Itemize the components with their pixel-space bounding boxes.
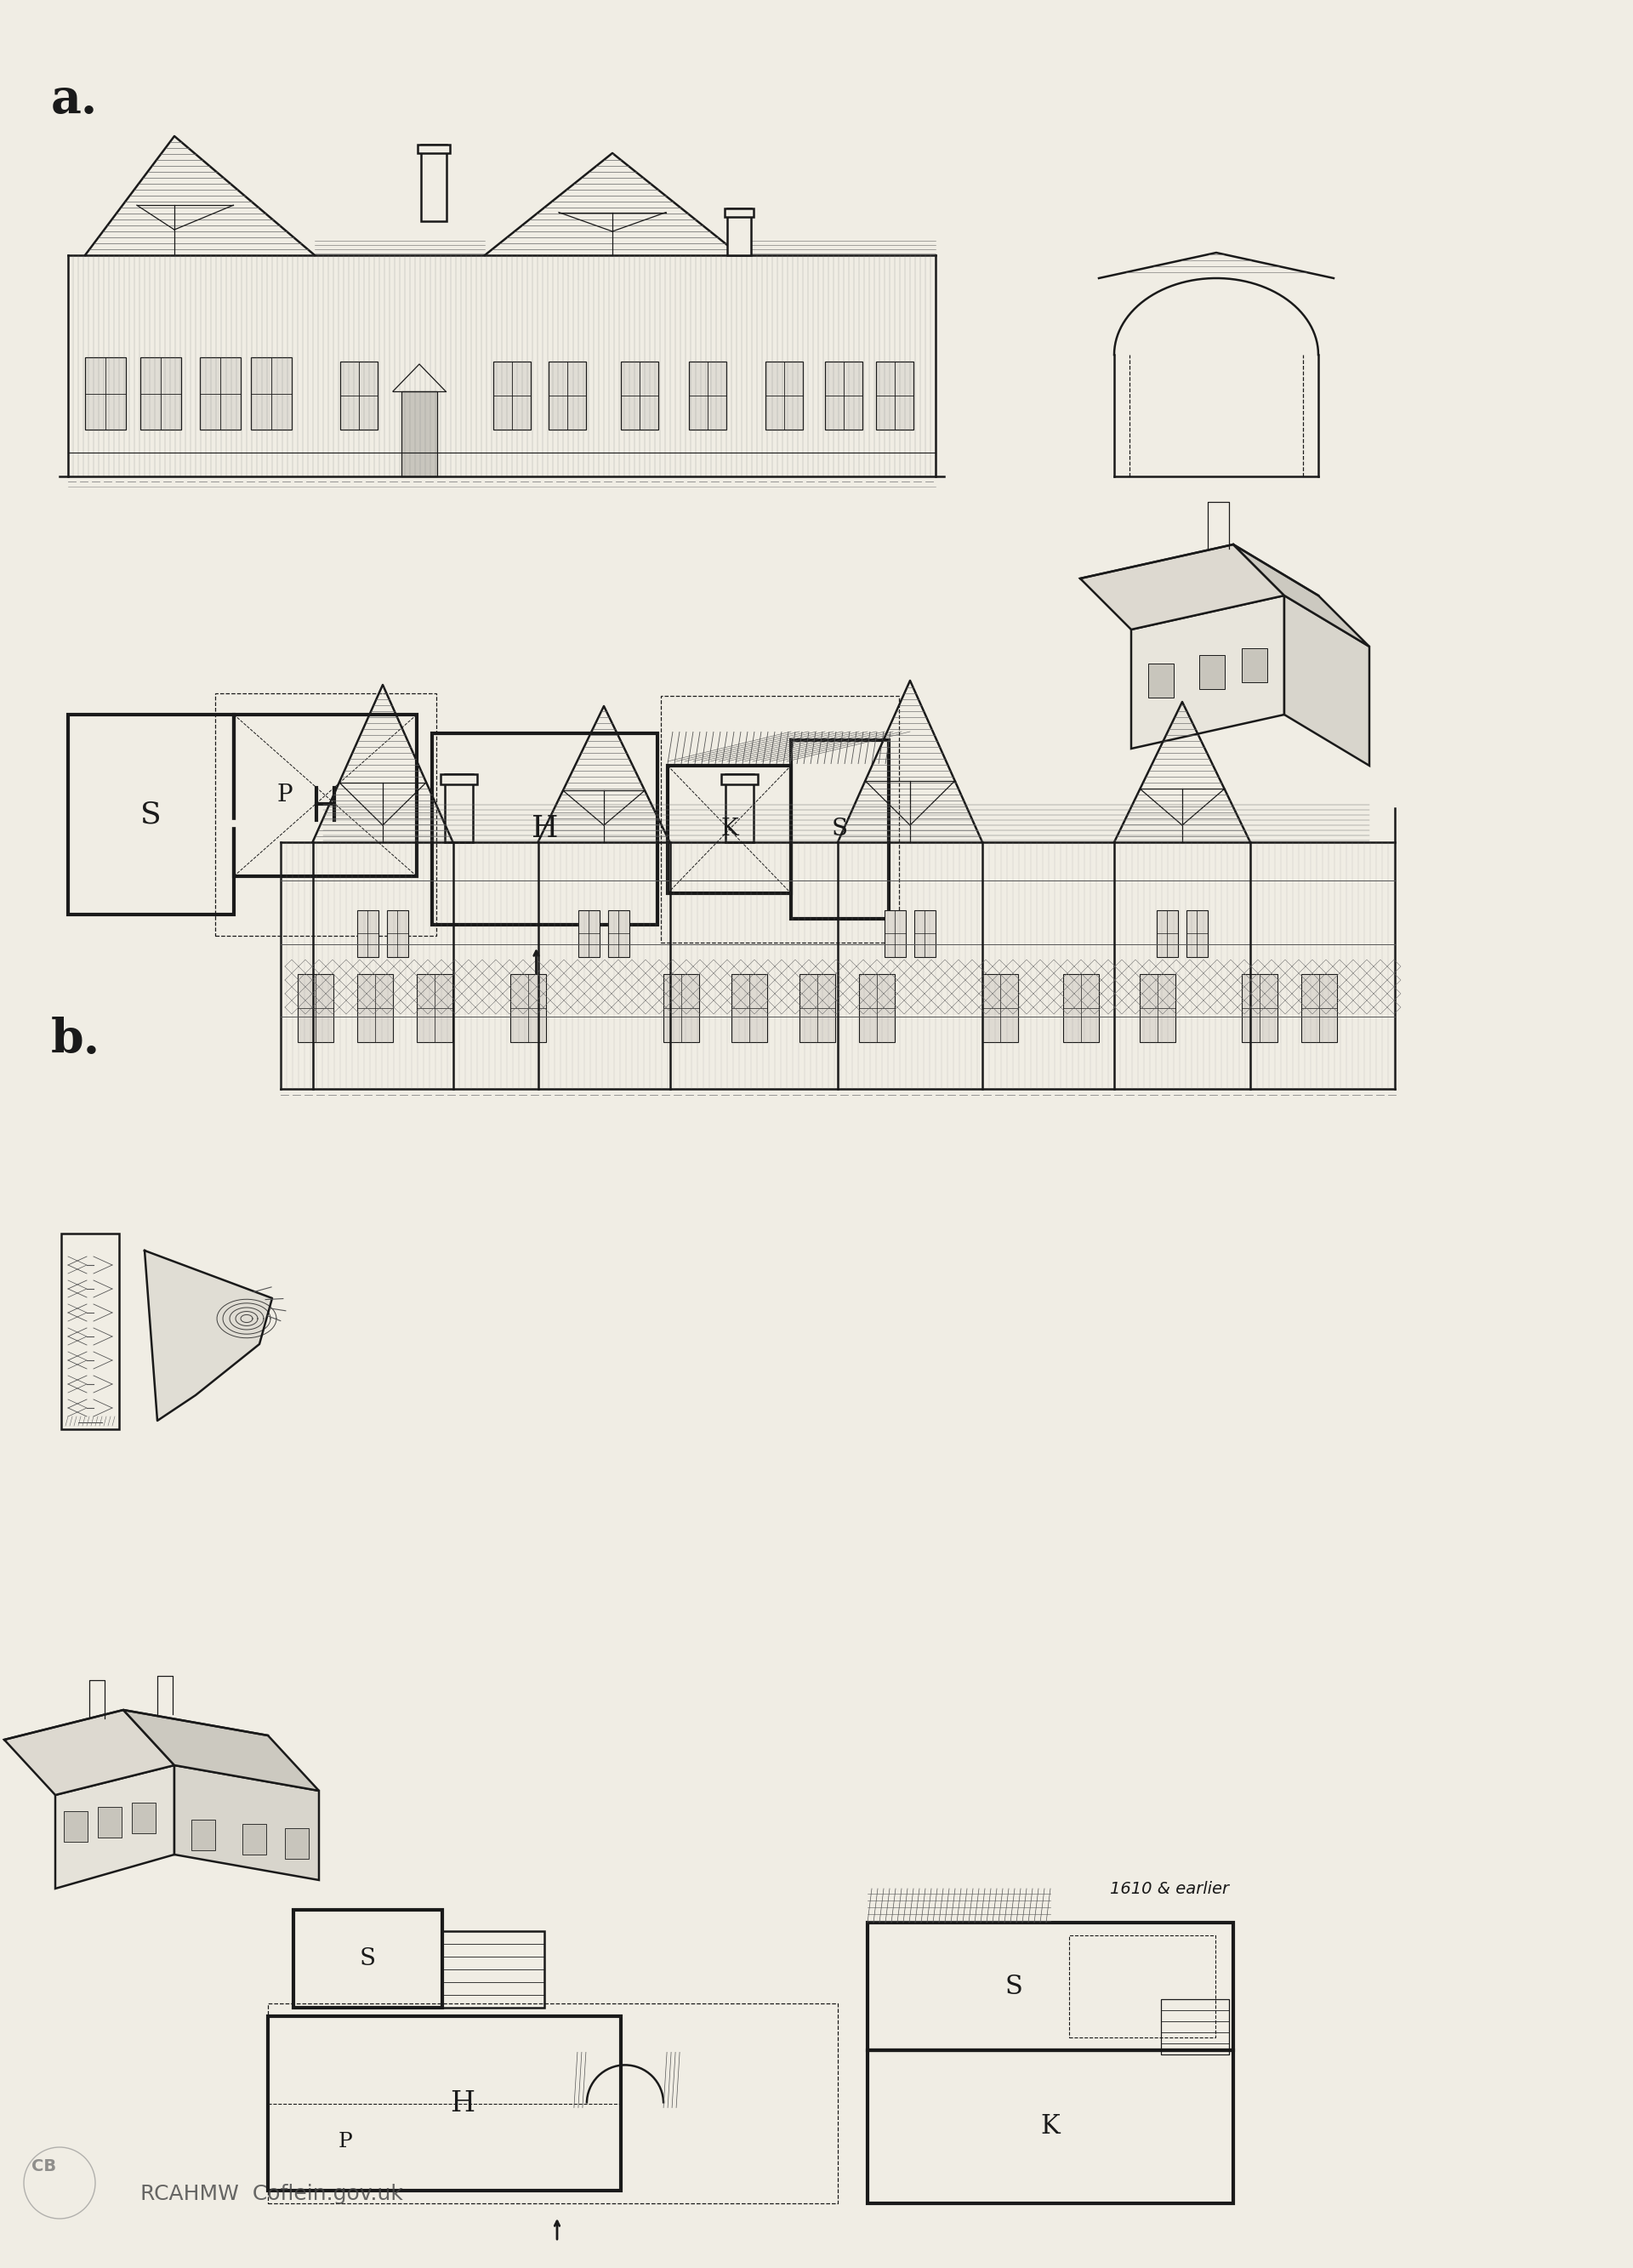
- Bar: [790, 739, 888, 919]
- Bar: [62, 1234, 119, 1429]
- Bar: [268, 2003, 838, 2202]
- Bar: [444, 773, 474, 841]
- Bar: [875, 361, 913, 429]
- Bar: [578, 909, 599, 957]
- Bar: [433, 733, 658, 925]
- Bar: [661, 696, 900, 943]
- Bar: [607, 909, 629, 957]
- Bar: [416, 973, 452, 1041]
- Bar: [1199, 655, 1225, 689]
- Polygon shape: [5, 1710, 175, 1794]
- Bar: [885, 909, 906, 957]
- Bar: [387, 909, 408, 957]
- Bar: [1063, 973, 1099, 1041]
- Bar: [1140, 973, 1176, 1041]
- Bar: [443, 1930, 544, 2007]
- Bar: [983, 973, 1017, 1041]
- Bar: [441, 773, 477, 785]
- Polygon shape: [1284, 596, 1370, 767]
- Bar: [859, 973, 895, 1041]
- Bar: [668, 767, 790, 894]
- Bar: [867, 1923, 1233, 2050]
- Bar: [621, 361, 658, 429]
- Bar: [800, 973, 834, 1041]
- Bar: [140, 358, 181, 429]
- Bar: [493, 361, 531, 429]
- Text: CB: CB: [31, 2157, 57, 2175]
- Text: H: H: [449, 2089, 475, 2116]
- Bar: [284, 1828, 309, 1860]
- Text: K: K: [1040, 2114, 1060, 2141]
- Bar: [297, 973, 333, 1041]
- Bar: [199, 358, 240, 429]
- Text: 1610 & earlier: 1610 & earlier: [1110, 1880, 1230, 1896]
- Bar: [727, 209, 751, 256]
- Text: S: S: [831, 819, 848, 841]
- Bar: [69, 714, 234, 914]
- Bar: [722, 773, 758, 785]
- Text: a.: a.: [51, 77, 98, 122]
- Bar: [1068, 1935, 1215, 2037]
- Bar: [132, 1803, 155, 1833]
- Bar: [402, 392, 438, 476]
- Polygon shape: [175, 1765, 318, 1880]
- Bar: [725, 773, 753, 841]
- Bar: [268, 2016, 621, 2191]
- Bar: [1156, 909, 1177, 957]
- Text: b.: b.: [51, 1016, 101, 1064]
- Text: P: P: [278, 785, 292, 807]
- Polygon shape: [1233, 544, 1370, 646]
- Bar: [251, 358, 292, 429]
- Bar: [914, 909, 936, 957]
- Bar: [234, 714, 416, 875]
- Bar: [191, 1819, 216, 1851]
- Bar: [1241, 973, 1277, 1041]
- Text: S: S: [359, 1948, 376, 1971]
- Bar: [732, 973, 768, 1041]
- Bar: [294, 1910, 443, 2007]
- Bar: [85, 358, 126, 429]
- Bar: [689, 361, 727, 429]
- Polygon shape: [1079, 544, 1284, 631]
- Bar: [98, 1808, 121, 1837]
- Bar: [64, 1812, 88, 1842]
- Bar: [509, 973, 545, 1041]
- Bar: [1161, 1998, 1230, 2055]
- Text: RCAHMW  Coflein.gov.uk: RCAHMW Coflein.gov.uk: [140, 2184, 403, 2204]
- Bar: [725, 209, 753, 218]
- Bar: [358, 973, 394, 1041]
- Bar: [418, 145, 451, 154]
- Text: S: S: [1004, 1973, 1022, 2000]
- Bar: [867, 2050, 1233, 2202]
- Bar: [825, 361, 862, 429]
- Polygon shape: [124, 1710, 318, 1792]
- Bar: [216, 694, 436, 937]
- Bar: [1187, 909, 1208, 957]
- Bar: [1302, 973, 1337, 1041]
- Polygon shape: [56, 1765, 175, 1889]
- Text: H: H: [531, 814, 558, 844]
- Bar: [358, 909, 379, 957]
- Bar: [421, 145, 446, 222]
- Bar: [549, 361, 586, 429]
- Bar: [663, 973, 699, 1041]
- Text: K: K: [720, 819, 738, 841]
- Bar: [766, 361, 803, 429]
- Bar: [340, 361, 377, 429]
- Bar: [1148, 665, 1174, 699]
- Polygon shape: [145, 1250, 273, 1420]
- Text: S: S: [140, 801, 162, 830]
- Bar: [242, 1823, 266, 1855]
- Bar: [1241, 649, 1267, 683]
- Text: P: P: [338, 2132, 353, 2152]
- Polygon shape: [1132, 596, 1284, 748]
